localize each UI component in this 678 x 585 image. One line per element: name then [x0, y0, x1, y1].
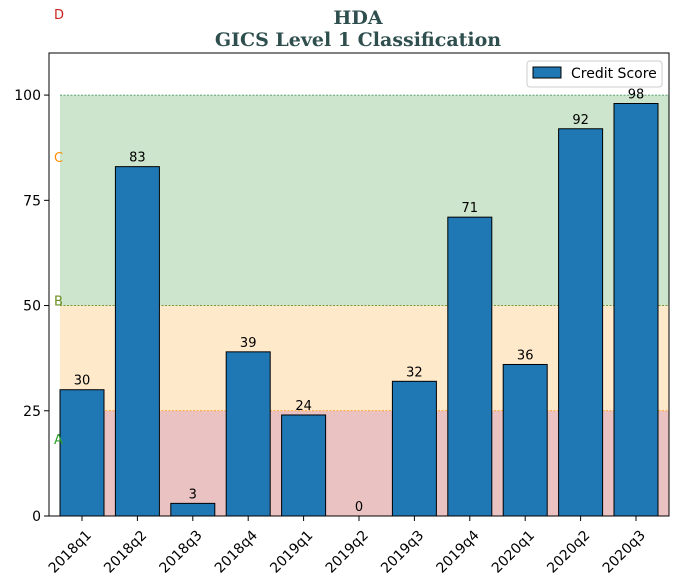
band-letter-c: C — [54, 151, 63, 166]
bar-2019q1 — [281, 414, 327, 517]
bar-value-label: 32 — [406, 365, 423, 380]
y-tick-label: 25 — [23, 404, 41, 420]
y-axis: 0 25 50 75 100 — [14, 88, 49, 525]
bar-2019q3 — [391, 380, 437, 517]
bar-value-label: 71 — [462, 201, 479, 216]
x-tick-label: 2018q3 — [157, 528, 206, 577]
legend: Credit Score — [526, 60, 663, 88]
bar-2018q3 — [170, 502, 216, 517]
bar-2020q1 — [502, 363, 548, 517]
chart-title: HDA — [333, 7, 382, 29]
bar-value-label: 83 — [129, 151, 146, 166]
band-letter-a: A — [54, 433, 63, 448]
bar-value-label: 0 — [355, 500, 363, 515]
x-tick-label: 2020q1 — [489, 528, 538, 577]
bar-2018q1 — [59, 389, 105, 517]
legend-label: Credit Score — [571, 66, 657, 82]
bar-2019q4 — [447, 216, 493, 517]
chart-subtitle: GICS Level 1 Classification — [215, 29, 501, 51]
band-letters: A B C D — [54, 8, 64, 448]
value-labels: 30 83 3 39 24 0 32 71 36 92 98 — [74, 88, 645, 515]
bar-2020q2 — [558, 128, 604, 517]
bar-value-label: 30 — [74, 374, 91, 389]
x-tick-label: 2019q2 — [323, 528, 372, 577]
y-tick-label: 75 — [23, 193, 41, 209]
bar-2018q2 — [114, 166, 160, 517]
x-tick-label: 2018q1 — [46, 528, 95, 577]
band-letter-b: B — [54, 294, 63, 309]
x-tick-label: 2020q3 — [600, 528, 649, 577]
y-tick-label: 0 — [32, 509, 41, 525]
bar-value-label: 92 — [572, 113, 589, 128]
bar-value-label: 98 — [628, 88, 645, 103]
y-tick-label: 50 — [23, 299, 41, 315]
bar-2018q4 — [225, 351, 271, 517]
x-tick-label: 2020q2 — [544, 528, 593, 577]
bar-value-label: 36 — [517, 348, 534, 363]
x-tick-label: 2019q3 — [378, 528, 427, 577]
bar-series — [59, 103, 659, 517]
x-tick-label: 2019q1 — [267, 528, 316, 577]
x-tick-label: 2019q4 — [434, 527, 483, 576]
bar-value-label: 39 — [240, 336, 257, 351]
x-axis: 2018q1 2018q2 2018q3 2018q4 2019q1 2019q2 2019… — [46, 516, 649, 577]
x-tick-label: 2018q2 — [101, 528, 150, 577]
y-tick-label: 100 — [14, 88, 41, 104]
bar-value-label: 3 — [189, 487, 197, 502]
bar-value-label: 24 — [295, 399, 312, 414]
bar-2020q3 — [613, 103, 659, 517]
band-letter-d: D — [54, 8, 64, 23]
x-tick-label: 2018q4 — [212, 527, 261, 576]
legend-swatch — [532, 66, 562, 79]
